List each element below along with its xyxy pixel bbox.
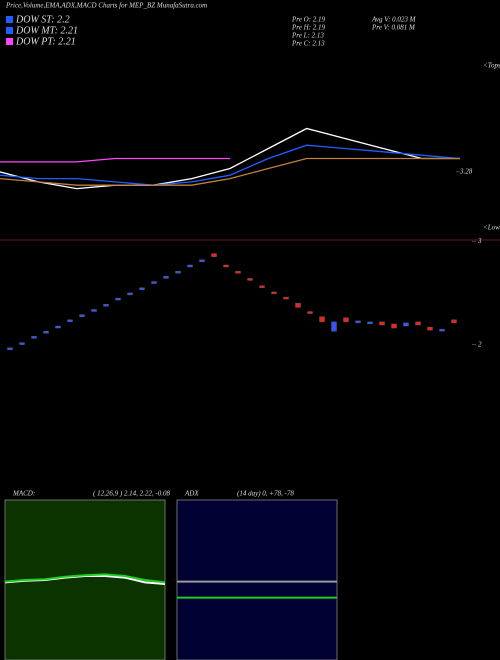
candle-body — [211, 253, 217, 257]
legend-swatch — [6, 27, 13, 34]
candle-body — [391, 323, 397, 329]
candle-body — [271, 291, 277, 295]
candle-body — [223, 264, 229, 268]
candle-body — [55, 325, 61, 329]
quote: Pre O: 2.19 — [291, 16, 325, 24]
candle-body — [379, 321, 385, 326]
candle-body — [403, 322, 409, 327]
candle-body — [79, 314, 85, 317]
quote: Avg V: 0.023 M — [371, 16, 417, 24]
candle-body — [295, 303, 301, 308]
candle-body — [307, 311, 313, 314]
candle-body — [103, 304, 109, 307]
candle-body — [91, 309, 97, 312]
candle-body — [163, 276, 169, 279]
y-tick-label: 3 — [477, 237, 482, 245]
candle-body — [115, 297, 121, 301]
panel-subtitle: (14 day) 0, +78, -78 — [237, 490, 294, 498]
candle-body — [247, 278, 253, 281]
candle-body — [343, 317, 349, 323]
legend-swatch — [6, 16, 13, 23]
candle-body — [367, 321, 373, 325]
candle-body — [283, 296, 289, 300]
candle-body — [415, 321, 421, 326]
panel-background — [176, 499, 338, 660]
candle-body — [127, 292, 133, 296]
candle-body — [439, 328, 445, 332]
panel-title: ADX — [184, 490, 199, 498]
candle-body — [43, 331, 49, 334]
quote: Pre L: 2.13 — [291, 32, 324, 40]
candle-body — [151, 281, 157, 284]
candle-body — [259, 285, 265, 288]
series-line — [4, 573, 166, 584]
candle-body — [7, 347, 13, 350]
candle-body — [67, 319, 73, 323]
series-line — [0, 157, 230, 163]
panel-title: MACD: — [12, 490, 35, 498]
series-line — [0, 144, 461, 186]
candle-body — [199, 259, 205, 262]
candle-body — [427, 326, 433, 331]
candle-body — [175, 270, 181, 274]
candle-body — [331, 321, 337, 332]
quote: Pre C: 2.13 — [291, 40, 325, 48]
candle-body — [31, 336, 37, 339]
series-line — [0, 127, 460, 190]
panel-subtitle: ( 12,26,9 ) 2.14, 2.22, -0.08 — [93, 490, 170, 498]
legend-swatch — [6, 38, 13, 45]
legend-entry: DOW MT: 2.21 — [15, 25, 78, 36]
quote: Pre V: 0.081 M — [371, 24, 416, 32]
legend-entry: DOW ST: 2.2 — [15, 14, 70, 25]
y-tick-label: 3.28 — [459, 167, 473, 175]
candle-body — [19, 342, 25, 345]
annotation: <Lows — [483, 224, 500, 232]
y-tick-label: 2 — [478, 340, 482, 348]
candle-body — [451, 319, 457, 324]
legend-entry: DOW PT: 2.21 — [15, 36, 76, 47]
candle-body — [187, 264, 193, 268]
candle-body — [139, 287, 145, 290]
chart-title: Price,Volume,EMA,ADX,MACD Charts for MEP… — [5, 2, 207, 10]
candle-body — [235, 270, 241, 274]
series-line — [0, 157, 460, 186]
candle-body — [355, 320, 361, 324]
annotation: <Tops — [483, 62, 500, 70]
quote: Pre H: 2.19 — [291, 24, 325, 32]
candle-body — [319, 316, 325, 323]
